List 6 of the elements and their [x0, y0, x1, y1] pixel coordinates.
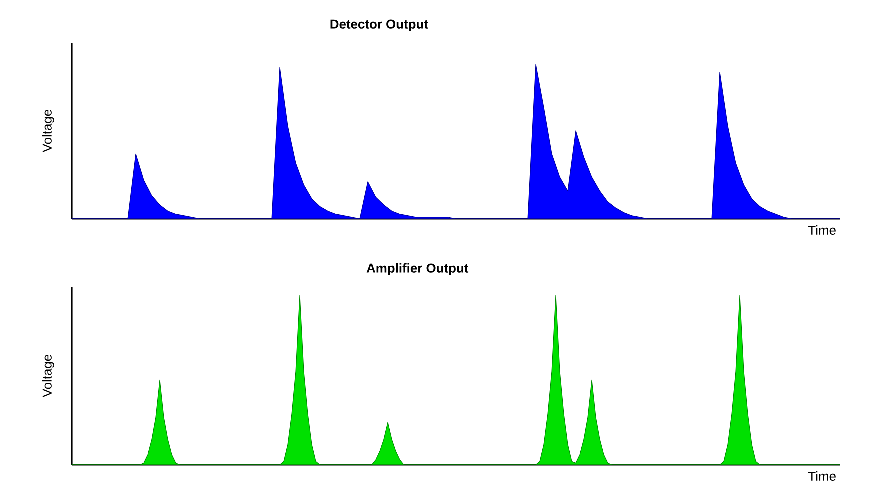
y-axis-title: Voltage	[42, 110, 54, 153]
y-axis-title: Voltage	[42, 354, 54, 398]
chart-title: Amplifier Output	[366, 263, 469, 276]
chart-title: Detector Output	[330, 20, 428, 32]
x-axis-title: Time	[808, 472, 836, 482]
x-axis-title: Time	[808, 226, 836, 236]
